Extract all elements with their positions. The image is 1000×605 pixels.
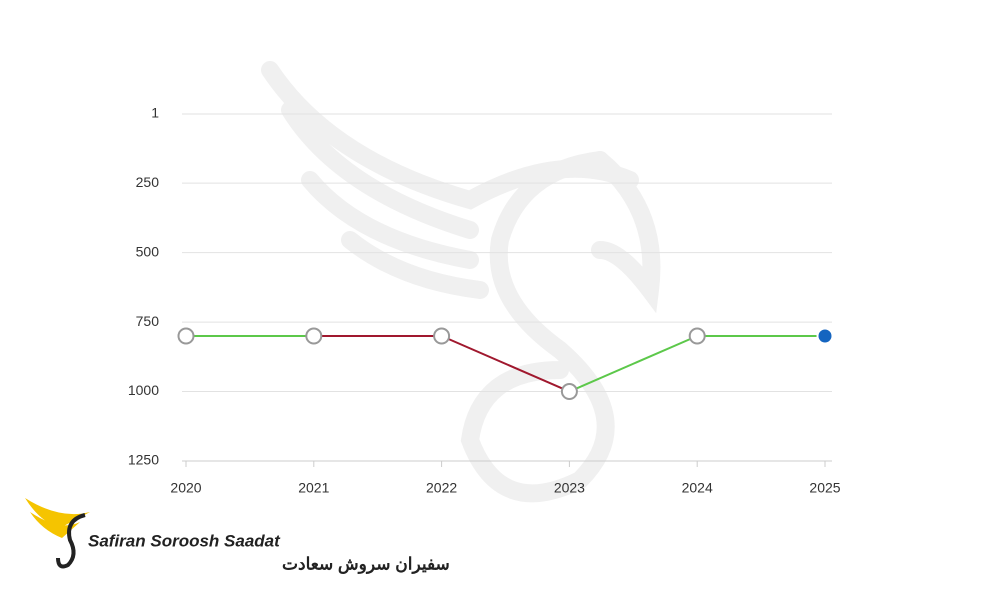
logo: Safiran Soroosh Saadat سفیران سروش سعادت — [25, 498, 450, 574]
x-tick-label: 2023 — [554, 480, 585, 496]
x-tick-label: 2022 — [426, 480, 457, 496]
y-tick-label: 1250 — [128, 452, 159, 468]
x-tick-label: 2024 — [682, 480, 713, 496]
line-segment — [441, 335, 570, 393]
logo-wing — [25, 498, 90, 528]
y-tick-label: 750 — [136, 313, 160, 329]
point — [177, 327, 195, 345]
x-tick-label: 2021 — [298, 480, 329, 496]
y-tick-label: 250 — [136, 174, 160, 190]
x-tick-label: 2020 — [170, 480, 201, 496]
watermark — [261, 61, 661, 503]
point — [560, 383, 578, 401]
point — [816, 327, 834, 345]
y-tick-label: 1 — [151, 105, 159, 121]
point — [305, 327, 323, 345]
logo-name-fa: سفیران سروش سعادت — [282, 554, 450, 574]
logo-name: Safiran Soroosh Saadat — [88, 531, 281, 550]
x-tick-label: 2025 — [809, 480, 840, 496]
point — [688, 327, 706, 345]
y-tick-label: 1000 — [128, 382, 159, 398]
point — [433, 327, 451, 345]
line-segment — [569, 335, 698, 393]
logo-s — [56, 513, 86, 569]
y-tick-label: 500 — [136, 243, 160, 259]
